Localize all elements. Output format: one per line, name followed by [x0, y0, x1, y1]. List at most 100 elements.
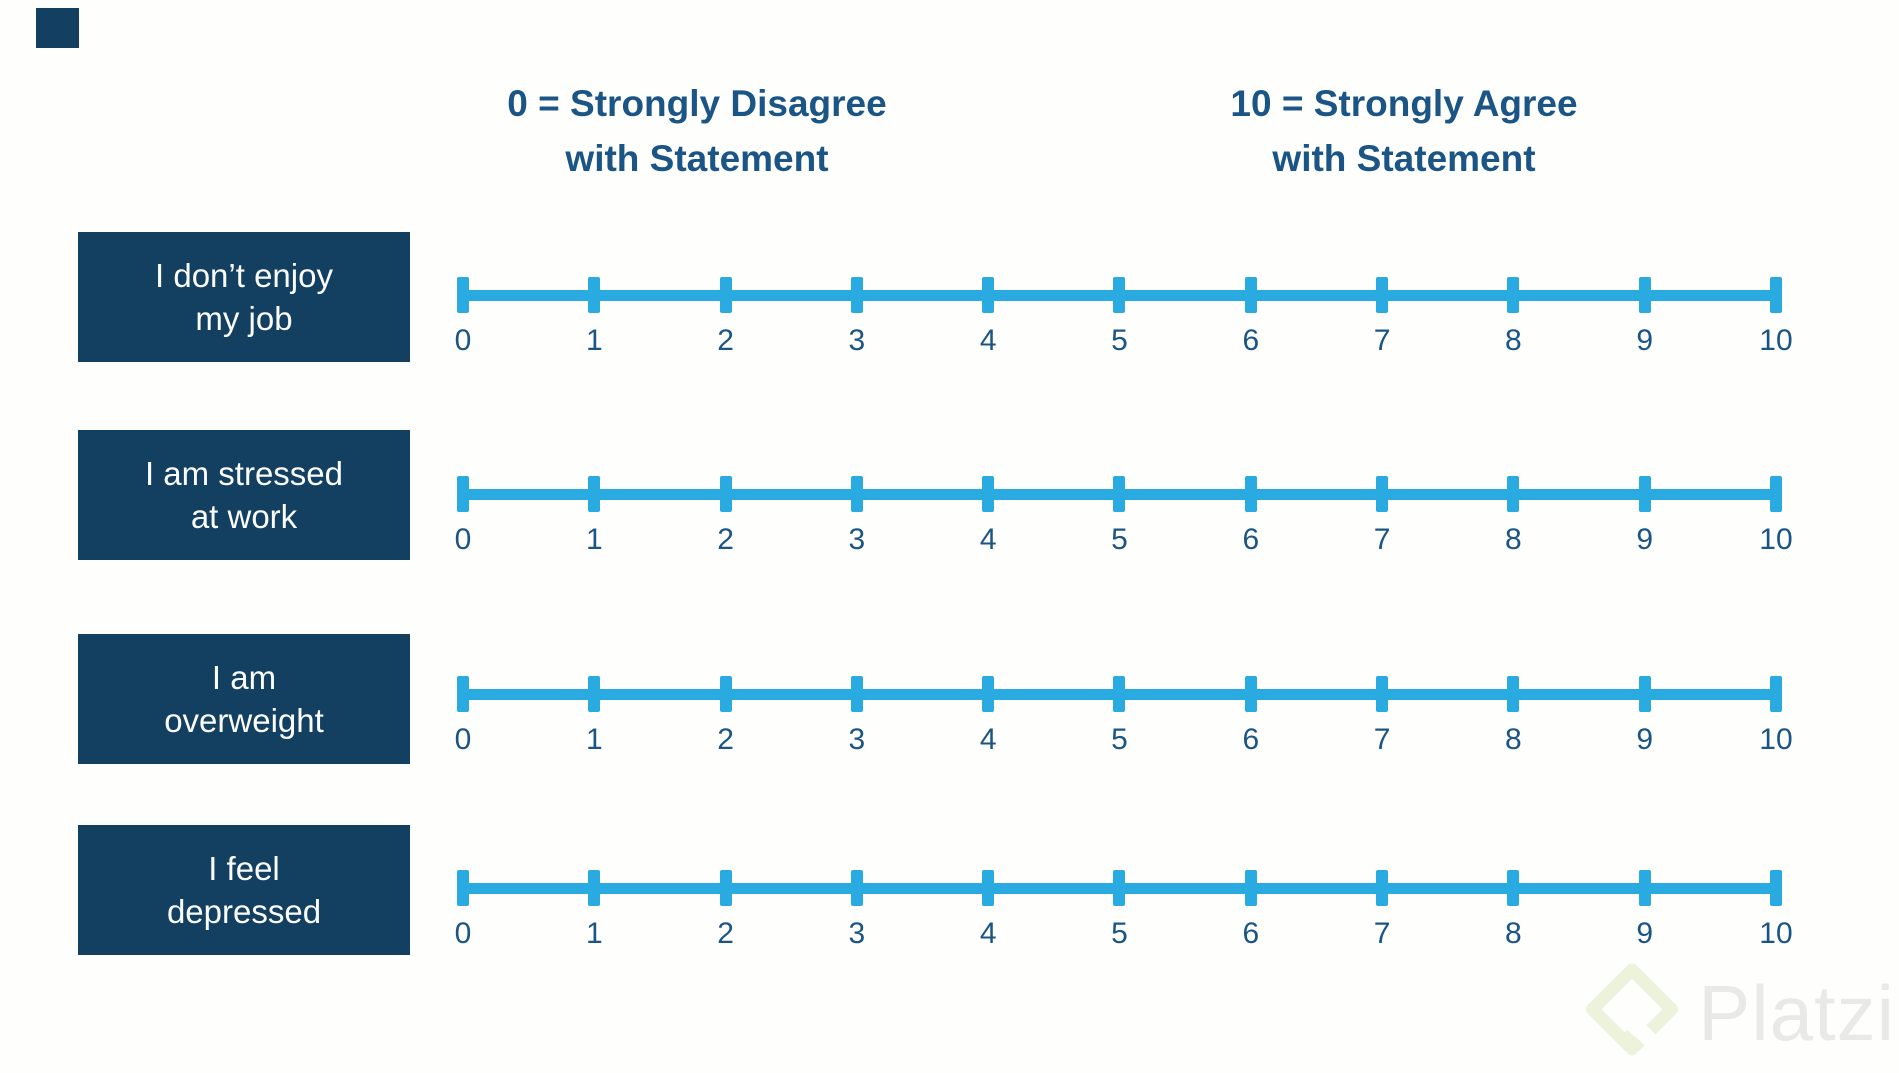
tick-mark [457, 676, 469, 712]
tick-mark [1244, 277, 1257, 313]
tick-mark [850, 870, 863, 906]
tick-label: 0 [454, 324, 472, 357]
tick-label: 4 [979, 917, 997, 950]
tick-mark [1638, 476, 1651, 512]
tick-label: 9 [1636, 723, 1654, 756]
scale-legend-agree: 10 = Strongly Agree with Statement [1084, 76, 1724, 186]
scale-tick-cell: 7 [1352, 870, 1412, 952]
tick-mark [1113, 676, 1126, 712]
tick-label: 6 [1242, 723, 1260, 756]
scale-legend-disagree: 0 = Strongly Disagree with Statement [377, 76, 1017, 186]
tick-label: 10 [1759, 523, 1793, 556]
tick-mark [1376, 476, 1389, 512]
tick-mark [1376, 870, 1389, 906]
tick-label: 10 [1759, 917, 1793, 950]
statement-line2: at work [190, 498, 298, 535]
tick-mark [1113, 476, 1126, 512]
legend-agree-line1: 10 = Strongly Agree [1230, 83, 1578, 124]
tick-mark [719, 676, 732, 712]
tick-label: 2 [717, 523, 734, 556]
scale-tick-cell: 3 [827, 476, 887, 558]
scale-tick-cell: 7 [1352, 676, 1412, 758]
tick-label: 10 [1759, 324, 1793, 357]
tick-label: 1 [585, 723, 603, 756]
tick-mark [1638, 870, 1651, 906]
tick-mark [588, 277, 601, 313]
tick-mark [1244, 476, 1257, 512]
tick-label: 8 [1505, 917, 1522, 950]
scale-tick-cell: 0 [433, 277, 493, 359]
scale-tick-cell: 9 [1615, 476, 1675, 558]
tick-label: 3 [848, 523, 866, 556]
scale-tick-cell: 10 [1746, 277, 1806, 359]
statement-line1: I don’t enjoy [155, 257, 333, 294]
tick-label: 0 [454, 523, 472, 556]
tick-mark [850, 476, 863, 512]
scale-tick-cell: 1 [564, 870, 624, 952]
statement-label: I feel depressed [78, 825, 410, 955]
tick-mark [588, 476, 601, 512]
tick-mark [1769, 676, 1782, 712]
tick-mark [1113, 870, 1126, 906]
scale-ticks: 0 1 2 3 4 5 6 7 8 9 10 [433, 277, 1806, 359]
tick-mark [1507, 277, 1520, 313]
statement-line2: my job [195, 300, 293, 337]
scale-tick-cell: 7 [1352, 277, 1412, 359]
tick-label: 4 [979, 523, 997, 556]
scale-tick-cell: 9 [1615, 870, 1675, 952]
statement-line2: depressed [166, 893, 322, 930]
scale-tick-cell: 1 [564, 476, 624, 558]
legend-disagree-line2: with Statement [565, 138, 829, 179]
tick-mark [1113, 277, 1126, 313]
scale-tick-cell: 2 [696, 277, 756, 359]
tick-label: 1 [585, 523, 603, 556]
scale-tick-cell: 4 [958, 676, 1018, 758]
scale-tick-cell: 0 [433, 870, 493, 952]
scale-ticks: 0 1 2 3 4 5 6 7 8 9 10 [433, 476, 1806, 558]
tick-label: 4 [979, 723, 997, 756]
scale-tick-cell: 8 [1483, 676, 1543, 758]
scale-tick-cell: 10 [1746, 676, 1806, 758]
tick-mark [1769, 277, 1782, 313]
scale-tick-cell: 4 [958, 277, 1018, 359]
scale-tick-cell: 5 [1089, 676, 1149, 758]
scale-tick-cell: 10 [1746, 476, 1806, 558]
tick-mark [1769, 476, 1782, 512]
tick-mark [588, 870, 601, 906]
scale-tick-cell: 2 [696, 870, 756, 952]
tick-mark [1769, 870, 1782, 906]
scale-tick-cell: 8 [1483, 277, 1543, 359]
scale-tick-cell: 2 [696, 476, 756, 558]
tick-mark [1376, 676, 1389, 712]
tick-label: 2 [717, 917, 734, 950]
tick-label: 7 [1373, 324, 1391, 357]
tick-label: 6 [1242, 917, 1260, 950]
scale-tick-cell: 8 [1483, 870, 1543, 952]
scale-tick-cell: 6 [1221, 476, 1281, 558]
statement-line1: I am stressed [144, 455, 344, 492]
legend-disagree-line1: 0 = Strongly Disagree [507, 83, 887, 124]
scale-tick-cell: 9 [1615, 676, 1675, 758]
tick-label: 9 [1636, 324, 1654, 357]
tick-label: 4 [979, 324, 997, 357]
statement-line2: overweight [164, 702, 324, 739]
tick-label: 5 [1111, 917, 1128, 950]
tick-mark [1638, 277, 1651, 313]
tick-mark [850, 676, 863, 712]
platzi-watermark: Platzi [1586, 961, 1895, 1065]
corner-accent-square [36, 8, 79, 48]
tick-label: 7 [1373, 523, 1391, 556]
tick-label: 3 [848, 324, 866, 357]
tick-label: 9 [1636, 917, 1654, 950]
platzi-wordmark: Platzi [1698, 968, 1895, 1057]
tick-label: 2 [717, 324, 734, 357]
scale-tick-cell: 8 [1483, 476, 1543, 558]
tick-mark [719, 277, 732, 313]
tick-mark [719, 476, 732, 512]
scale-tick-cell: 6 [1221, 870, 1281, 952]
scale-tick-cell: 1 [564, 277, 624, 359]
tick-mark [457, 870, 469, 906]
tick-label: 1 [585, 917, 603, 950]
tick-mark [1376, 277, 1389, 313]
scale-ticks: 0 1 2 3 4 5 6 7 8 9 10 [433, 870, 1806, 952]
